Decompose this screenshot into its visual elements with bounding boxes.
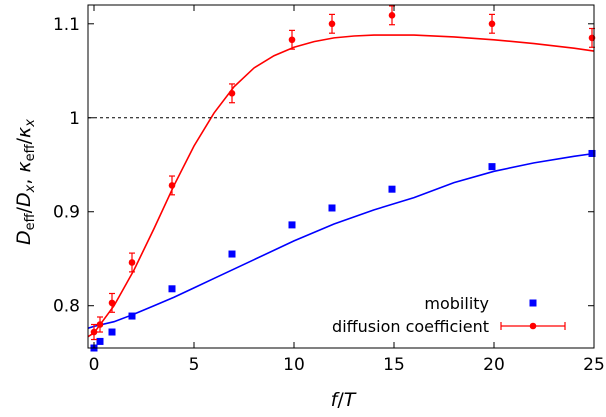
data-point-mobility xyxy=(169,285,176,292)
axis-ticks: 0 5 10 15 20 25 0.8 0.9 1 1.1 xyxy=(53,5,605,375)
x-tick-label: 0 xyxy=(89,355,100,375)
legend-marker-mobility xyxy=(530,300,537,307)
x-tick-label: 20 xyxy=(483,355,505,375)
data-point-diffusion xyxy=(289,36,296,43)
x-tick-label: 5 xyxy=(189,355,200,375)
y-tick-label: 0.9 xyxy=(53,203,80,223)
data-point-mobility xyxy=(109,329,116,336)
data-point-diffusion xyxy=(169,182,176,189)
data-point-diffusion xyxy=(329,20,336,27)
x-tick-label: 25 xyxy=(583,355,605,375)
data-point-mobility xyxy=(129,313,136,320)
data-point-diffusion xyxy=(489,20,496,27)
y-tick-label: 1.1 xyxy=(53,15,80,35)
plot-frame xyxy=(88,5,594,348)
y-axis-label: Deff/Dx, κeff/κx xyxy=(13,119,38,245)
data-point-diffusion xyxy=(129,259,136,266)
data-point-mobility xyxy=(229,251,236,258)
data-point-mobility xyxy=(97,338,104,345)
data-point-mobility xyxy=(329,204,336,211)
data-point-diffusion xyxy=(109,300,116,307)
fit-curves xyxy=(88,35,594,337)
legend: mobility diffusion coefficient xyxy=(332,294,565,336)
data-point-mobility xyxy=(389,186,396,193)
y-tick-label: 1 xyxy=(69,109,80,129)
fit-curve-mobility xyxy=(88,153,594,328)
data-point-mobility xyxy=(289,221,296,228)
legend-label-diffusion: diffusion coefficient xyxy=(332,317,489,336)
plot-border xyxy=(88,5,594,348)
y-tick-label: 0.8 xyxy=(53,297,80,317)
x-tick-label: 15 xyxy=(383,355,405,375)
data-point-diffusion xyxy=(97,321,104,328)
legend-label-mobility: mobility xyxy=(424,294,489,313)
fit-curve-diffusion xyxy=(88,35,594,337)
data-point-diffusion xyxy=(389,12,396,19)
x-axis-label: f/T xyxy=(331,389,357,411)
legend-marker-diffusion xyxy=(530,323,537,330)
data-point-diffusion xyxy=(91,329,98,336)
data-point-diffusion xyxy=(229,90,236,97)
x-tick-label: 10 xyxy=(283,355,305,375)
data-point-mobility xyxy=(489,163,496,170)
